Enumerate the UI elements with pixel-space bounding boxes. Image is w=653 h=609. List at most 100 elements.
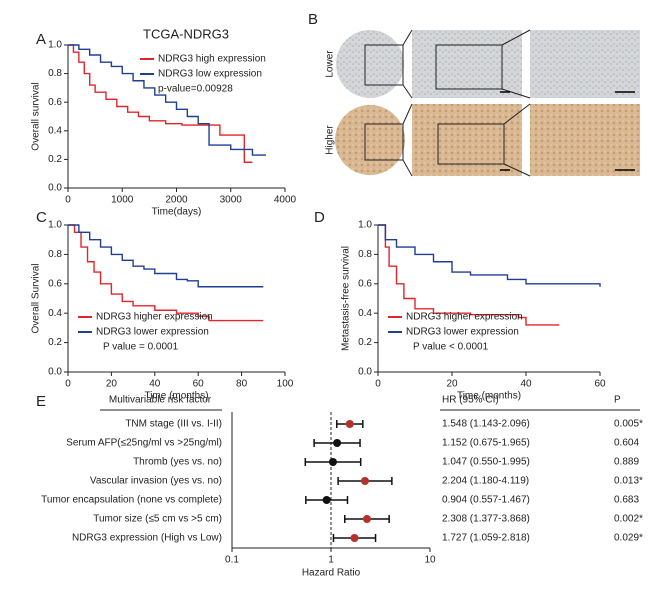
legend-label: NDRG3 higher expression [96, 312, 213, 323]
y-tick-label: 0.0 [48, 367, 62, 378]
y-tick-label: 0.0 [48, 183, 62, 194]
tissue-core [336, 30, 404, 98]
y-tick-label: 0.6 [48, 97, 62, 108]
y-tick-label: 1.0 [358, 220, 372, 231]
factor-label: Vascular invasion (yes vs. no) [90, 476, 222, 487]
x-axis-label: Hazard Ratio [302, 568, 361, 579]
tissue-core [335, 105, 405, 175]
survival-curve [68, 44, 253, 163]
x-tick-label: 20 [106, 379, 118, 390]
annotation: P value < 0.0001 [413, 342, 489, 353]
hr-label: 0.904 (0.557-1.467) [442, 495, 530, 506]
x-tick-label: 0 [65, 195, 71, 206]
x-tick-label: 2000 [165, 195, 188, 206]
legend-label: NDRG3 high expression [158, 54, 266, 65]
y-tick-label: 1.0 [48, 220, 62, 231]
y-axis-label: Overall survival [31, 82, 42, 150]
axis [67, 45, 285, 189]
zoom-line [503, 103, 531, 125]
survival-curve [378, 224, 560, 326]
panel-label: C [36, 209, 47, 226]
p-label: 0.002* [614, 514, 643, 525]
zoom-line [402, 29, 413, 46]
hr-point [333, 439, 342, 447]
hr-label: 1.727 (1.059-2.818) [442, 533, 530, 544]
hr-label: 2.204 (1.180-4.119) [442, 476, 529, 487]
x-axis-label: Time(days) [152, 207, 202, 218]
y-tick-label: 0.6 [48, 278, 62, 289]
y-tick-label: 0.8 [48, 249, 62, 260]
zoom-line [402, 103, 413, 125]
zoom-line [402, 159, 413, 177]
y-tick-label: 0.2 [48, 337, 62, 348]
x-tick-label: 0 [375, 379, 381, 390]
x-axis-label: Time (months) [457, 391, 521, 402]
zoom-image [530, 30, 640, 98]
hr-point [360, 477, 369, 485]
p-label: 0.889 [614, 457, 639, 468]
x-tick-label: 20 [446, 379, 458, 390]
hr-point [362, 515, 371, 523]
hr-point [328, 458, 337, 466]
zoom-line [402, 84, 413, 99]
survival-curve [68, 224, 264, 322]
y-tick-label: 0.2 [358, 337, 372, 348]
p-label: 0.005* [614, 419, 643, 430]
x-tick-label: 100 [277, 379, 294, 390]
y-axis-label: Overall Survival [31, 263, 42, 333]
zoom-line [501, 29, 531, 46]
x-tick-label: 80 [236, 379, 248, 390]
column-header: P [614, 395, 621, 406]
hr-point [322, 496, 331, 504]
zoom-image [412, 30, 522, 98]
survival-curve [68, 44, 267, 156]
x-tick-label: 40 [520, 379, 532, 390]
annotation: P value = 0.0001 [103, 342, 179, 353]
hr-label: 1.152 (0.675-1.965) [442, 438, 530, 449]
panel-label: A [36, 31, 46, 48]
factor-label: Tumor encapsulation (none vs complete) [41, 495, 222, 506]
y-tick-label: 0.6 [358, 278, 372, 289]
x-tick-label: 0 [65, 379, 71, 390]
p-label: 0.013* [614, 476, 643, 487]
hr-point [345, 420, 354, 428]
p-label: 0.029* [614, 533, 643, 544]
chart-title: TCGA-NDRG3 [143, 26, 229, 41]
factor-label: Tumor size (≤5 cm vs >5 cm) [93, 514, 222, 525]
annotation: p-value=0.00928 [158, 84, 233, 95]
y-axis-label: Metastasis-free survival [341, 246, 352, 351]
zoom-box [437, 123, 505, 165]
legend-label: NDRG3 higher expression [406, 312, 523, 323]
panel-label: E [36, 393, 46, 410]
x-tick-label: 40 [149, 379, 161, 390]
x-axis-label: Time (months) [144, 391, 208, 402]
zoom-box [364, 123, 404, 161]
panel-label: D [314, 209, 325, 226]
y-tick-label: 0.4 [48, 308, 62, 319]
hr-label: 1.548 (1.143-2.096) [442, 419, 530, 430]
zoom-image [530, 104, 640, 176]
x-tick-label: 1000 [111, 195, 134, 206]
factor-label: Serum AFP(≤25ng/ml vs >25ng/ml) [66, 438, 222, 449]
survival-curve [378, 224, 601, 287]
zoom-box [364, 44, 404, 86]
column-header: HR (95% CI) [442, 395, 499, 406]
panel-label: B [308, 11, 318, 28]
hr-label: 1.047 (0.550-1.995) [442, 457, 530, 468]
row-label: Higher [325, 125, 336, 155]
legend-label: NDRG3 lower expression [406, 327, 519, 338]
y-tick-label: 0.8 [48, 68, 62, 79]
y-tick-label: 0.2 [48, 154, 62, 165]
row-label: Lower [325, 50, 336, 78]
zoom-line [503, 163, 531, 177]
y-tick-label: 0.4 [48, 125, 62, 136]
y-tick-label: 1.0 [48, 40, 62, 51]
x-tick-label: 60 [193, 379, 205, 390]
x-tick-label: 0.1 [225, 555, 239, 566]
y-tick-label: 0.0 [358, 367, 372, 378]
hr-label: 2.308 (1.377-3.868) [442, 514, 530, 525]
x-tick-label: 1 [328, 555, 334, 566]
factor-label: NDRG3 expression (High vs Low) [72, 533, 222, 544]
x-tick-label: 10 [424, 555, 436, 566]
